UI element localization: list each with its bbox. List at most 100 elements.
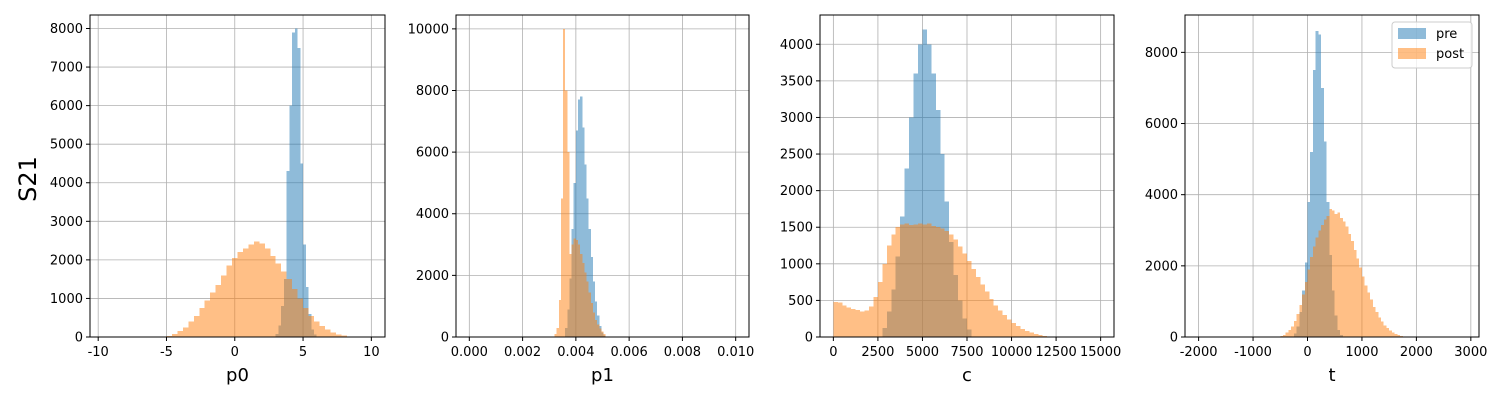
- bar-post: [833, 301, 838, 337]
- bar-post: [1332, 210, 1335, 337]
- bar-post: [563, 28, 566, 337]
- bar-post: [595, 320, 598, 337]
- panel-c: 0 2500 5000 7500 10000 12500 15000 0 500 1000 1500…: [780, 14, 1121, 386]
- y-tick-label: 2000: [780, 184, 813, 199]
- bar-post: [603, 333, 606, 337]
- bar-post: [918, 223, 923, 337]
- bar-pre: [584, 164, 587, 337]
- x-tick-label: 10000: [991, 345, 1032, 360]
- bar-post: [1296, 313, 1300, 337]
- y-tick-label: 8000: [50, 22, 83, 37]
- bar-post: [944, 230, 950, 337]
- bar-pre: [590, 256, 593, 337]
- x-tick-label: 2000: [1400, 345, 1433, 360]
- bar-post: [308, 315, 314, 337]
- bar-post: [210, 292, 216, 337]
- row-label: S21: [14, 156, 42, 202]
- y-tick-label: 6000: [50, 99, 83, 114]
- bar-post: [1334, 214, 1338, 337]
- bar-post: [248, 244, 254, 337]
- y-tick-label: 1500: [780, 221, 813, 236]
- bar-post: [1329, 208, 1332, 337]
- bar-post: [330, 332, 336, 337]
- bar-pre: [577, 99, 581, 337]
- y-tick-label: 8000: [416, 84, 449, 99]
- x-tick-label: 0.000: [451, 345, 488, 360]
- y-tick-label: 2000: [416, 269, 449, 284]
- bar-post: [980, 284, 985, 337]
- bar-pre: [1312, 70, 1316, 337]
- bar-post: [882, 263, 887, 337]
- bar-post: [1351, 240, 1354, 337]
- y-tick-label: 0: [805, 331, 813, 346]
- bar-post: [586, 281, 589, 337]
- bar-post: [1381, 321, 1384, 337]
- y-tick-label: 6000: [1145, 117, 1178, 132]
- legend: pre post: [1391, 21, 1473, 69]
- bar-post: [226, 265, 233, 337]
- bar-pre: [580, 96, 583, 337]
- bar-post: [1375, 312, 1379, 337]
- x-tick-label: 0.008: [664, 345, 701, 360]
- bar-post: [569, 253, 572, 337]
- x-tick-label: 0: [231, 345, 239, 360]
- bar-post: [949, 234, 954, 337]
- bar-pre: [292, 32, 295, 337]
- bar-post: [953, 239, 959, 337]
- bar-post: [188, 321, 194, 337]
- legend-label-pre: pre: [1436, 27, 1457, 42]
- bar-post: [597, 324, 600, 337]
- bar-post: [1389, 330, 1392, 337]
- bar-post: [1042, 335, 1048, 337]
- bar-post: [242, 248, 249, 337]
- plot-area: [456, 15, 749, 337]
- x-tick-label: 1000: [1345, 345, 1378, 360]
- bar-post: [855, 309, 861, 337]
- bar-post: [1310, 256, 1313, 337]
- legend-swatch-post: [1398, 48, 1426, 59]
- x-tick-label: 5000: [906, 345, 939, 360]
- y-tick-label: 4000: [780, 38, 813, 53]
- bar-post: [967, 260, 972, 337]
- bar-post: [565, 90, 568, 337]
- bar-post: [560, 198, 564, 337]
- bar-pre: [1310, 151, 1313, 337]
- bar-post: [1299, 304, 1303, 337]
- bar-pre: [588, 229, 591, 337]
- x-tick-label: 0.010: [717, 345, 754, 360]
- bar-post: [971, 268, 976, 337]
- panel-t: -2000 -1000 0 1000 2000 3000 0 2000 4000 6000 8000…: [1145, 14, 1487, 386]
- bar-post: [1367, 292, 1371, 337]
- y-tick-label: 0: [75, 331, 83, 346]
- bar-post: [590, 303, 593, 337]
- bar-post: [1386, 328, 1390, 337]
- bar-post: [1283, 334, 1286, 337]
- bar-post: [1038, 335, 1043, 337]
- bar-post: [264, 248, 271, 337]
- x-axis-label: t: [1328, 365, 1335, 386]
- bar-post: [166, 335, 172, 337]
- panel-p0: -10 -5 0 5 10 0 1000 2000 3000 4000 5000 6000 7000 80…: [50, 14, 386, 386]
- bar-pre: [926, 44, 932, 337]
- x-tick-label: 0: [1303, 345, 1311, 360]
- y-tick-label: 4000: [50, 176, 83, 191]
- bar-post: [319, 326, 325, 337]
- grid: [456, 15, 749, 338]
- x-tick-label: -10: [88, 345, 109, 360]
- bar-post: [1364, 285, 1368, 337]
- bar-post: [341, 335, 347, 337]
- bar-pre: [300, 163, 304, 337]
- bar-post: [571, 244, 574, 337]
- bar-post: [601, 331, 604, 337]
- y-tick-label: 3500: [780, 74, 813, 89]
- legend-label-post: post: [1436, 47, 1464, 62]
- bar-post: [904, 223, 910, 337]
- bar-post: [877, 282, 883, 337]
- bar-post: [275, 263, 282, 337]
- bar-post: [324, 329, 331, 337]
- axes-frame: [1184, 14, 1480, 338]
- bar-post: [993, 305, 999, 337]
- x-tick-label: 15000: [1080, 345, 1121, 360]
- bar-post: [270, 256, 276, 337]
- bar-pre: [575, 130, 578, 337]
